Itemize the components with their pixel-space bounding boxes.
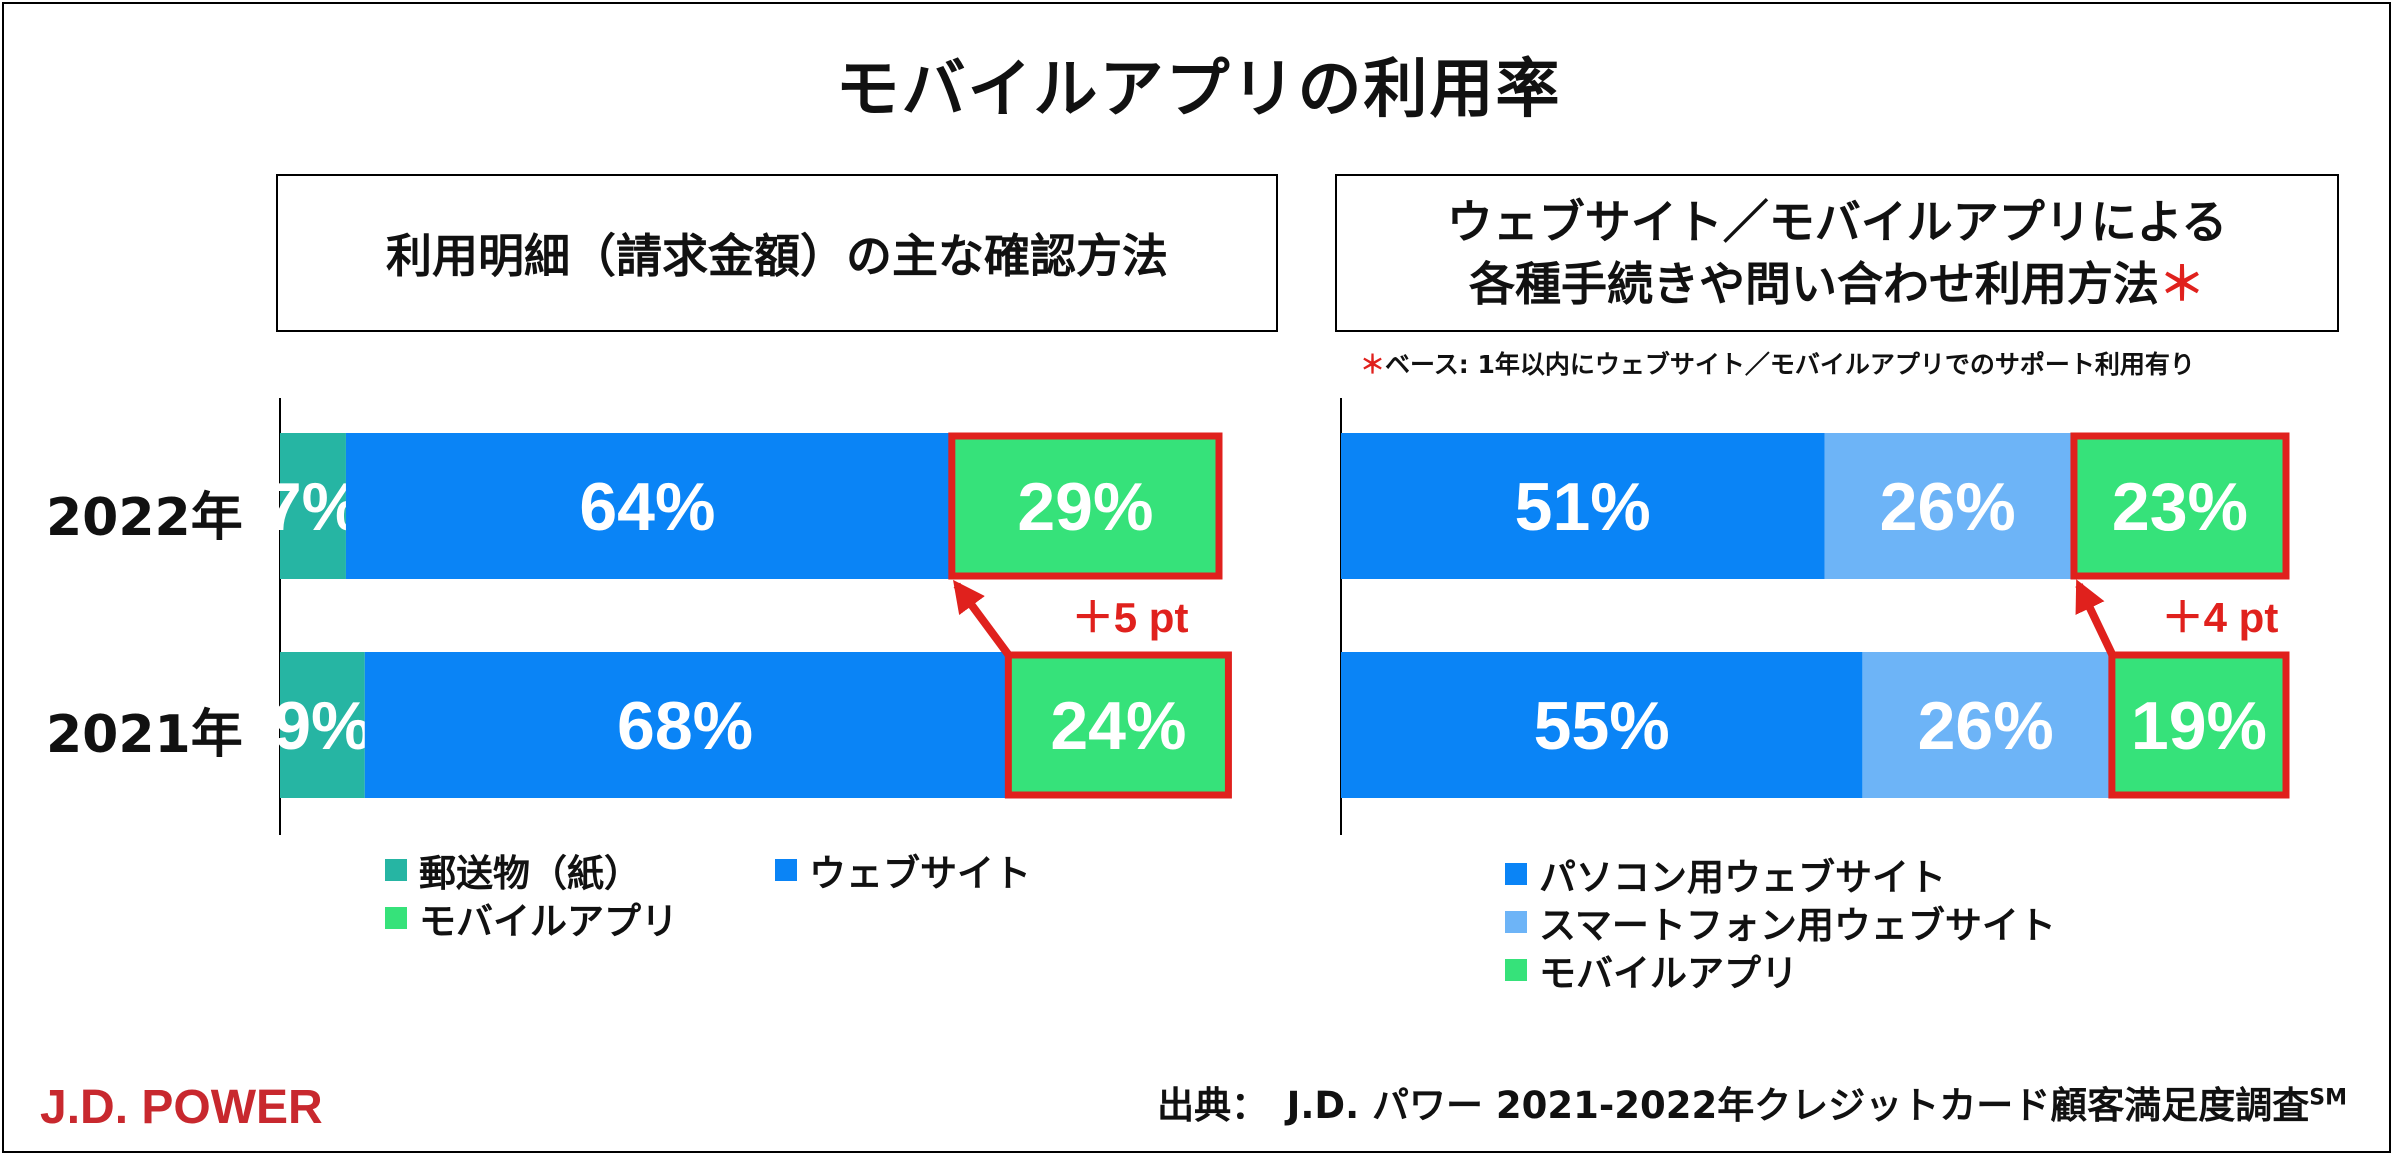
left-legend-swatch-paper (385, 859, 407, 881)
right-bar-label-0-0: 51% (1515, 469, 1651, 545)
left-change-label: ＋5 pt (1072, 594, 1189, 641)
left-bar-0-0 (280, 433, 346, 579)
right-legend-swatch-app (1505, 959, 1527, 981)
left-legend-item-web: ウェブサイト (775, 846, 1031, 895)
left-bar-1-1 (364, 652, 1006, 798)
year-label-2021: 2021年 (46, 705, 243, 765)
left-bar-label-1-2: 24% (1050, 688, 1186, 764)
left-bar-label-1-1: 68% (617, 688, 753, 764)
left-bar-1-0 (280, 652, 365, 798)
right-change-arrow (2075, 579, 2117, 658)
right-chart: 51% 26% 23% 55% 26% 19% ＋4 pt (1340, 398, 2290, 835)
right-change-label: ＋4 pt (2162, 594, 2279, 641)
jd-power-logo: J.D. POWER (40, 1081, 323, 1134)
source-text: 出典： J.D. パワー 2021-2022年クレジットカード顧客満足度調査 (1157, 1084, 2310, 1127)
right-legend-label-sp: スマートフォン用ウェブサイト (1539, 904, 2056, 947)
right-bar-1-1 (1862, 652, 2109, 798)
right-highlight-box-0 (2070, 432, 2290, 580)
left-bar-1-2 (1005, 652, 1232, 798)
left-change-arrow (953, 579, 1013, 659)
right-legend-swatch-pc (1505, 863, 1527, 885)
left-legend-label-app: モバイルアプリ (419, 900, 678, 943)
left-bar-0-1 (345, 433, 949, 579)
right-legend: パソコン用ウェブサイト スマートフォン用ウェブサイト モバイルアプリ (1505, 850, 2056, 995)
right-bar-0-2 (2070, 433, 2289, 579)
right-bar-0-1 (1824, 433, 2071, 579)
left-bar-label-0-2: 29% (1017, 469, 1153, 545)
right-panel-heading-line1: ウェブサイト／モバイルアプリによる (1446, 195, 2228, 249)
right-panel-heading: ウェブサイト／モバイルアプリによる 各種手続きや問い合わせ利用方法＊ (1335, 174, 2339, 332)
right-legend-swatch-sp (1505, 911, 1527, 933)
left-legend-swatch-app (385, 907, 407, 929)
left-highlight-box-1 (1004, 651, 1232, 799)
right-legend-label-app: モバイルアプリ (1539, 952, 1798, 995)
left-bar-label-0-0: 7% (264, 469, 362, 545)
right-bar-label-0-2: 23% (2112, 469, 2248, 545)
right-panel-base-note: ＊ベース: 1年以内にウェブサイト／モバイルアプリでのサポート利用有り (1360, 345, 2195, 381)
right-highlight-box-1 (2108, 651, 2290, 799)
left-chart: 7% 64% 29% 9% 68% 24% ＋5 pt (264, 398, 1232, 835)
right-bar-0-0 (1341, 433, 1825, 579)
left-legend-col2: ウェブサイト (775, 846, 1031, 895)
right-legend-label-pc: パソコン用ウェブサイト (1539, 856, 1946, 899)
left-legend-item-paper: 郵送物（紙） (385, 846, 678, 895)
right-panel-heading-star: ＊ (2159, 257, 2205, 311)
left-legend: 郵送物（紙） モバイルアプリ (385, 846, 678, 943)
right-bar-1-0 (1341, 652, 1863, 798)
base-note-star: ＊ (1360, 350, 1386, 379)
right-legend-item-pc: パソコン用ウェブサイト (1505, 850, 2056, 899)
left-panel-heading: 利用明細（請求金額）の主な確認方法 (276, 174, 1278, 332)
left-highlight-box-0 (948, 432, 1223, 580)
right-panel-heading-line2: 各種手続きや問い合わせ利用方法 (1469, 257, 2159, 311)
left-legend-item-app: モバイルアプリ (385, 894, 678, 943)
source-superscript: SM (2309, 1085, 2347, 1111)
left-panel-heading-text: 利用明細（請求金額）の主な確認方法 (386, 229, 1168, 283)
year-label-2022: 2022年 (46, 488, 243, 548)
right-bar-label-1-1: 26% (1918, 688, 2054, 764)
left-bar-0-2 (948, 433, 1222, 579)
left-bar-label-0-1: 64% (579, 469, 715, 545)
right-bar-label-1-0: 55% (1534, 688, 1670, 764)
left-bar-label-1-0: 9% (273, 688, 371, 764)
left-legend-label-web: ウェブサイト (809, 852, 1031, 895)
right-legend-item-sp: スマートフォン用ウェブサイト (1505, 898, 2056, 947)
left-legend-label-paper: 郵送物（紙） (419, 852, 641, 895)
right-bar-label-1-2: 19% (2131, 688, 2267, 764)
right-bar-1-2 (2108, 652, 2289, 798)
base-note-text: ベース: 1年以内にウェブサイト／モバイルアプリでのサポート利用有り (1385, 350, 2195, 379)
right-legend-item-app: モバイルアプリ (1505, 946, 2056, 995)
right-bar-label-0-1: 26% (1880, 469, 2016, 545)
source-citation: 出典： J.D. パワー 2021-2022年クレジットカード顧客満足度調査SM (1157, 1075, 2347, 1129)
page-title: モバイルアプリの利用率 (835, 53, 1562, 127)
left-legend-swatch-web (775, 859, 797, 881)
